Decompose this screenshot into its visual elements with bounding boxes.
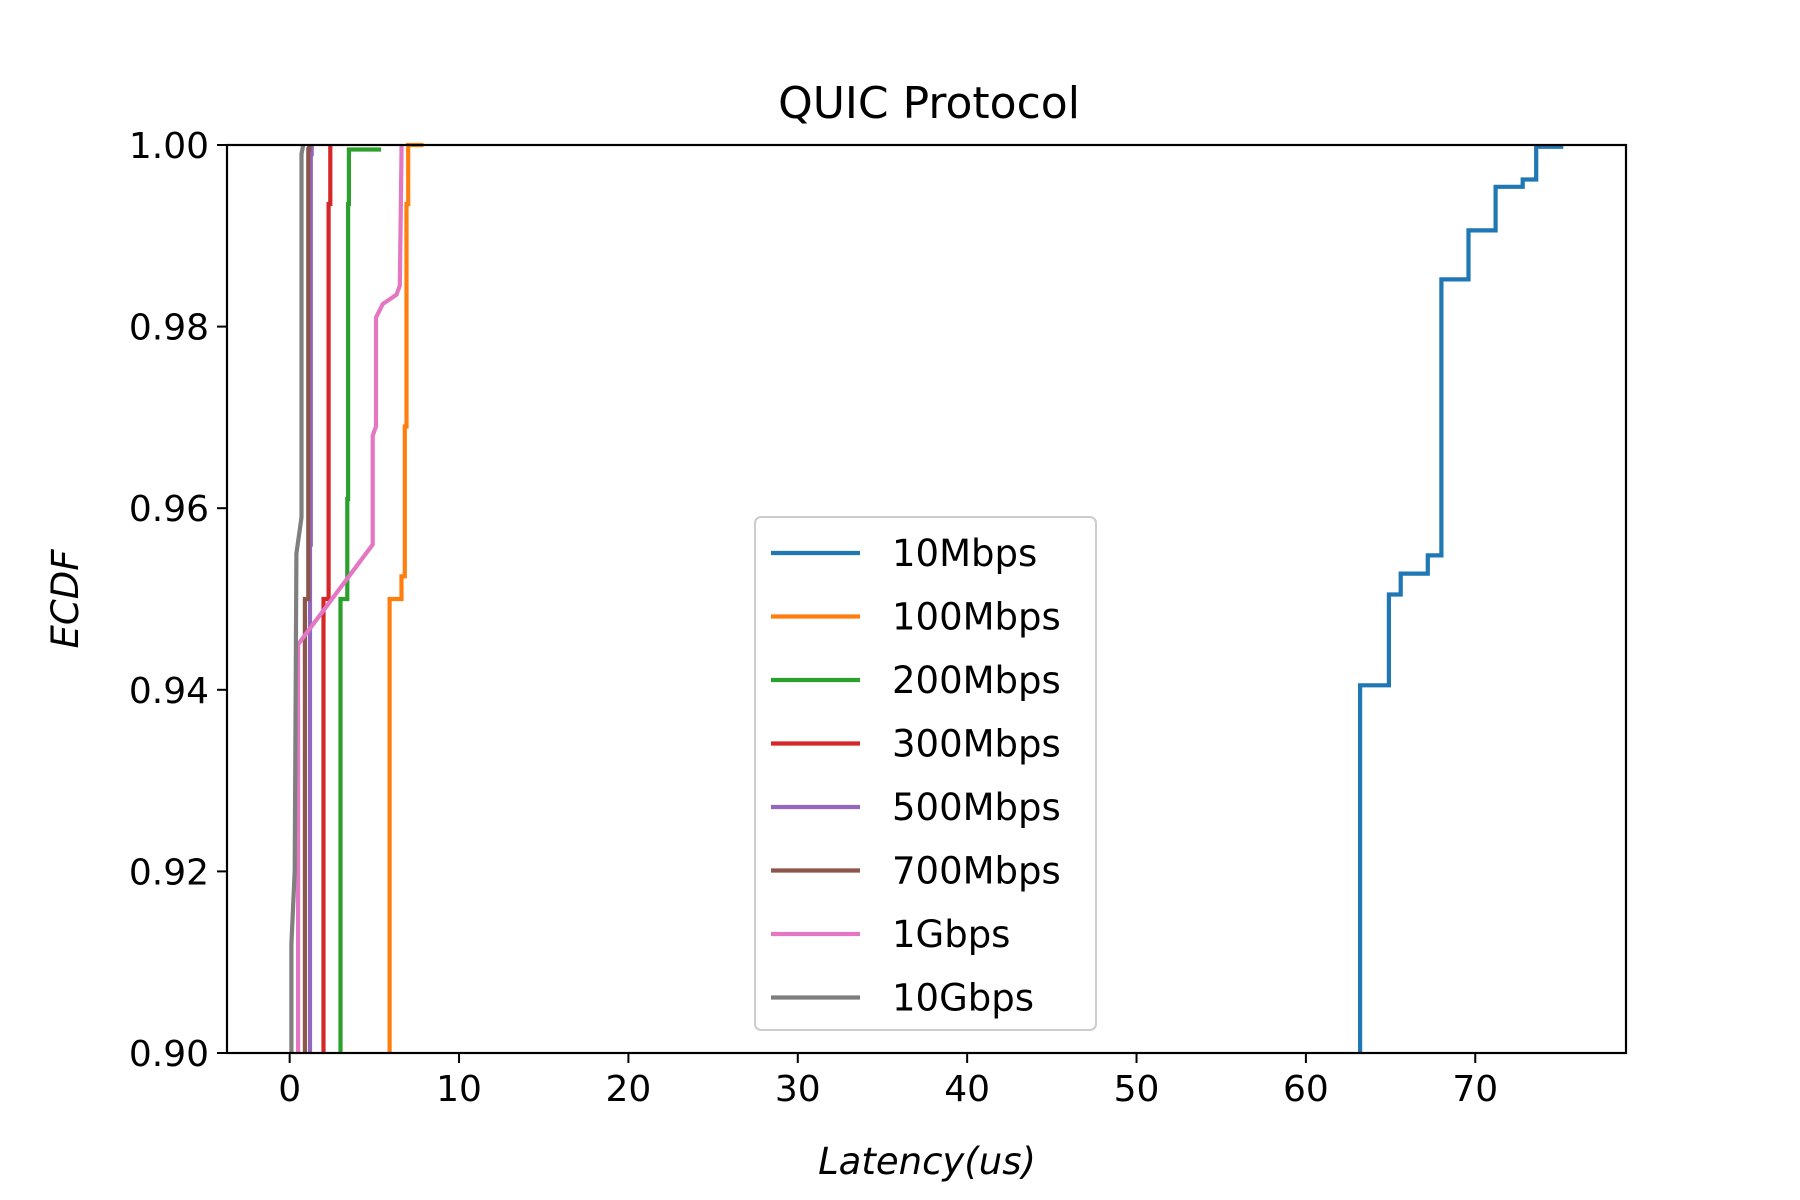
legend: 10Mbps 100Mbps 200Mbps 300Mbps 500Mbps 700Mbp… — [754, 516, 1097, 1031]
legend-box — [754, 516, 1097, 1031]
legend-label: 500Mbps — [892, 786, 1061, 829]
series-line-700mbps — [302, 145, 312, 1053]
x-tick-label: 30 — [775, 1069, 821, 1110]
series-layer — [289, 142, 1564, 1053]
legend-label: 10Mbps — [892, 532, 1037, 575]
series-line-300mbps — [321, 145, 333, 1053]
x-tick-label: 40 — [944, 1069, 990, 1110]
series-line-200mbps — [338, 147, 382, 1053]
legend-label: 10Gbps — [892, 977, 1034, 1020]
x-tick-label: 0 — [278, 1069, 301, 1110]
legend-label: 300Mbps — [892, 723, 1061, 766]
legend-label: 100Mbps — [892, 596, 1061, 639]
y-tick-label: 0.94 — [129, 671, 209, 712]
y-tick-label: 0.96 — [129, 489, 209, 530]
x-axis-ticks: 0 10 20 30 40 50 60 70 — [278, 1053, 1498, 1110]
x-tick-label: 60 — [1283, 1069, 1329, 1110]
series-line-1gbps — [296, 145, 404, 1053]
plot-frame — [225, 143, 1628, 1055]
x-tick-label: 20 — [606, 1069, 652, 1110]
legend-label: 700Mbps — [892, 850, 1061, 893]
series-line-100mbps — [387, 142, 424, 1053]
legend-label: 200Mbps — [892, 659, 1061, 702]
x-tick-label: 50 — [1114, 1069, 1160, 1110]
y-tick-label: 0.98 — [129, 308, 209, 349]
x-tick-label: 70 — [1452, 1069, 1498, 1110]
y-axis-label: ECDF — [44, 549, 87, 649]
y-tick-label: 0.92 — [129, 852, 209, 893]
y-tick-label: 0.90 — [129, 1034, 209, 1075]
series-line-10mbps — [1357, 144, 1564, 1053]
y-tick-label: 1.00 — [129, 126, 209, 167]
y-axis-ticks: 0.90 0.92 0.94 0.96 0.98 1.00 — [129, 126, 227, 1075]
x-tick-label: 10 — [436, 1069, 482, 1110]
x-axis-label: Latency(us) — [818, 1140, 1036, 1183]
legend-label: 1Gbps — [892, 913, 1010, 956]
chart-title: QUIC Protocol — [778, 78, 1080, 129]
series-line-10gbps — [289, 144, 306, 1053]
